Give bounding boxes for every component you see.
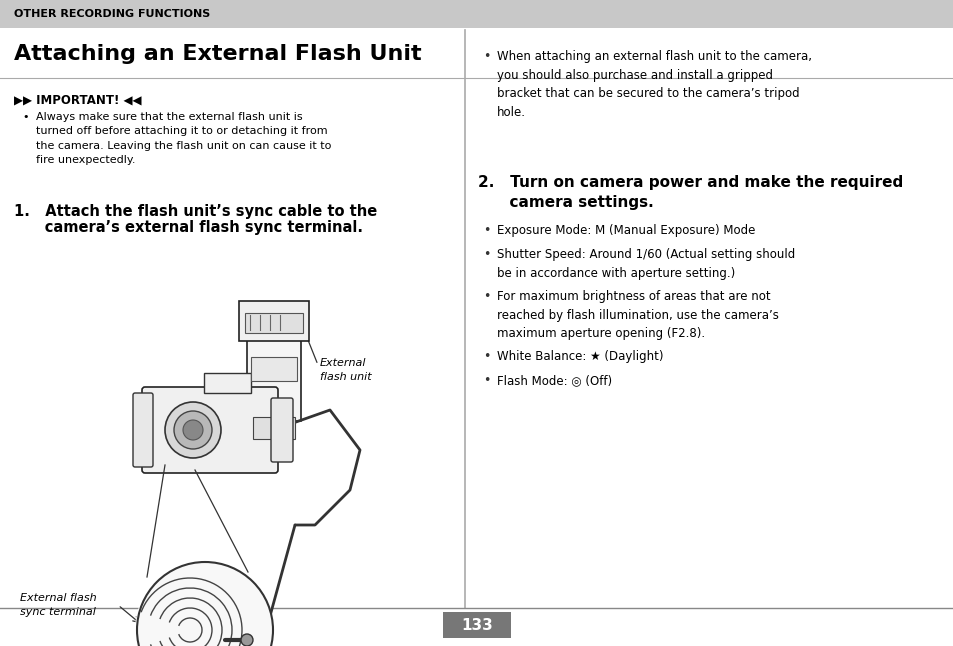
Text: ▶▶ IMPORTANT! ◀◀: ▶▶ IMPORTANT! ◀◀ <box>14 94 141 107</box>
Text: When attaching an external flash unit to the camera,
you should also purchase an: When attaching an external flash unit to… <box>497 50 811 118</box>
Bar <box>0 0 953 28</box>
Text: •: • <box>22 112 29 122</box>
Text: OTHER RECORDING FUNCTIONS: OTHER RECORDING FUNCTIONS <box>14 9 210 19</box>
FancyBboxPatch shape <box>253 417 294 439</box>
FancyBboxPatch shape <box>245 313 303 333</box>
FancyBboxPatch shape <box>204 373 251 393</box>
FancyBboxPatch shape <box>132 393 152 467</box>
Text: •: • <box>482 350 490 363</box>
Text: White Balance: ★ (Daylight): White Balance: ★ (Daylight) <box>497 350 662 363</box>
Text: External flash
sync terminal: External flash sync terminal <box>20 593 96 617</box>
Text: •: • <box>482 248 490 261</box>
FancyBboxPatch shape <box>239 301 309 341</box>
Circle shape <box>165 402 221 458</box>
Bar <box>442 612 511 638</box>
Circle shape <box>241 634 253 646</box>
FancyBboxPatch shape <box>142 387 277 473</box>
Text: 1.   Attach the flash unit’s sync cable to the: 1. Attach the flash unit’s sync cable to… <box>14 204 376 219</box>
Text: •: • <box>482 374 490 387</box>
Circle shape <box>135 560 274 646</box>
Circle shape <box>137 562 273 646</box>
Text: camera’s external flash sync terminal.: camera’s external flash sync terminal. <box>14 220 363 235</box>
Text: External
flash unit: External flash unit <box>319 358 372 382</box>
Text: Attaching an External Flash Unit: Attaching an External Flash Unit <box>14 44 421 64</box>
Text: •: • <box>482 290 490 303</box>
Circle shape <box>183 420 203 440</box>
Text: Flash Mode: ◎ (Off): Flash Mode: ◎ (Off) <box>497 374 612 387</box>
Circle shape <box>173 411 212 449</box>
Text: For maximum brightness of areas that are not
reached by flash illumination, use : For maximum brightness of areas that are… <box>497 290 778 340</box>
FancyBboxPatch shape <box>251 357 296 381</box>
FancyBboxPatch shape <box>271 398 293 462</box>
Text: 133: 133 <box>460 618 493 632</box>
Text: camera settings.: camera settings. <box>477 195 653 210</box>
Text: Exposure Mode: M (Manual Exposure) Mode: Exposure Mode: M (Manual Exposure) Mode <box>497 224 755 237</box>
Text: 2.   Turn on camera power and make the required: 2. Turn on camera power and make the req… <box>477 175 902 190</box>
Text: •: • <box>482 224 490 237</box>
FancyBboxPatch shape <box>247 309 301 421</box>
Text: Shutter Speed: Around 1/60 (Actual setting should
be in accordance with aperture: Shutter Speed: Around 1/60 (Actual setti… <box>497 248 795 280</box>
Text: •: • <box>482 50 490 63</box>
Text: Always make sure that the external flash unit is
turned off before attaching it : Always make sure that the external flash… <box>36 112 331 165</box>
